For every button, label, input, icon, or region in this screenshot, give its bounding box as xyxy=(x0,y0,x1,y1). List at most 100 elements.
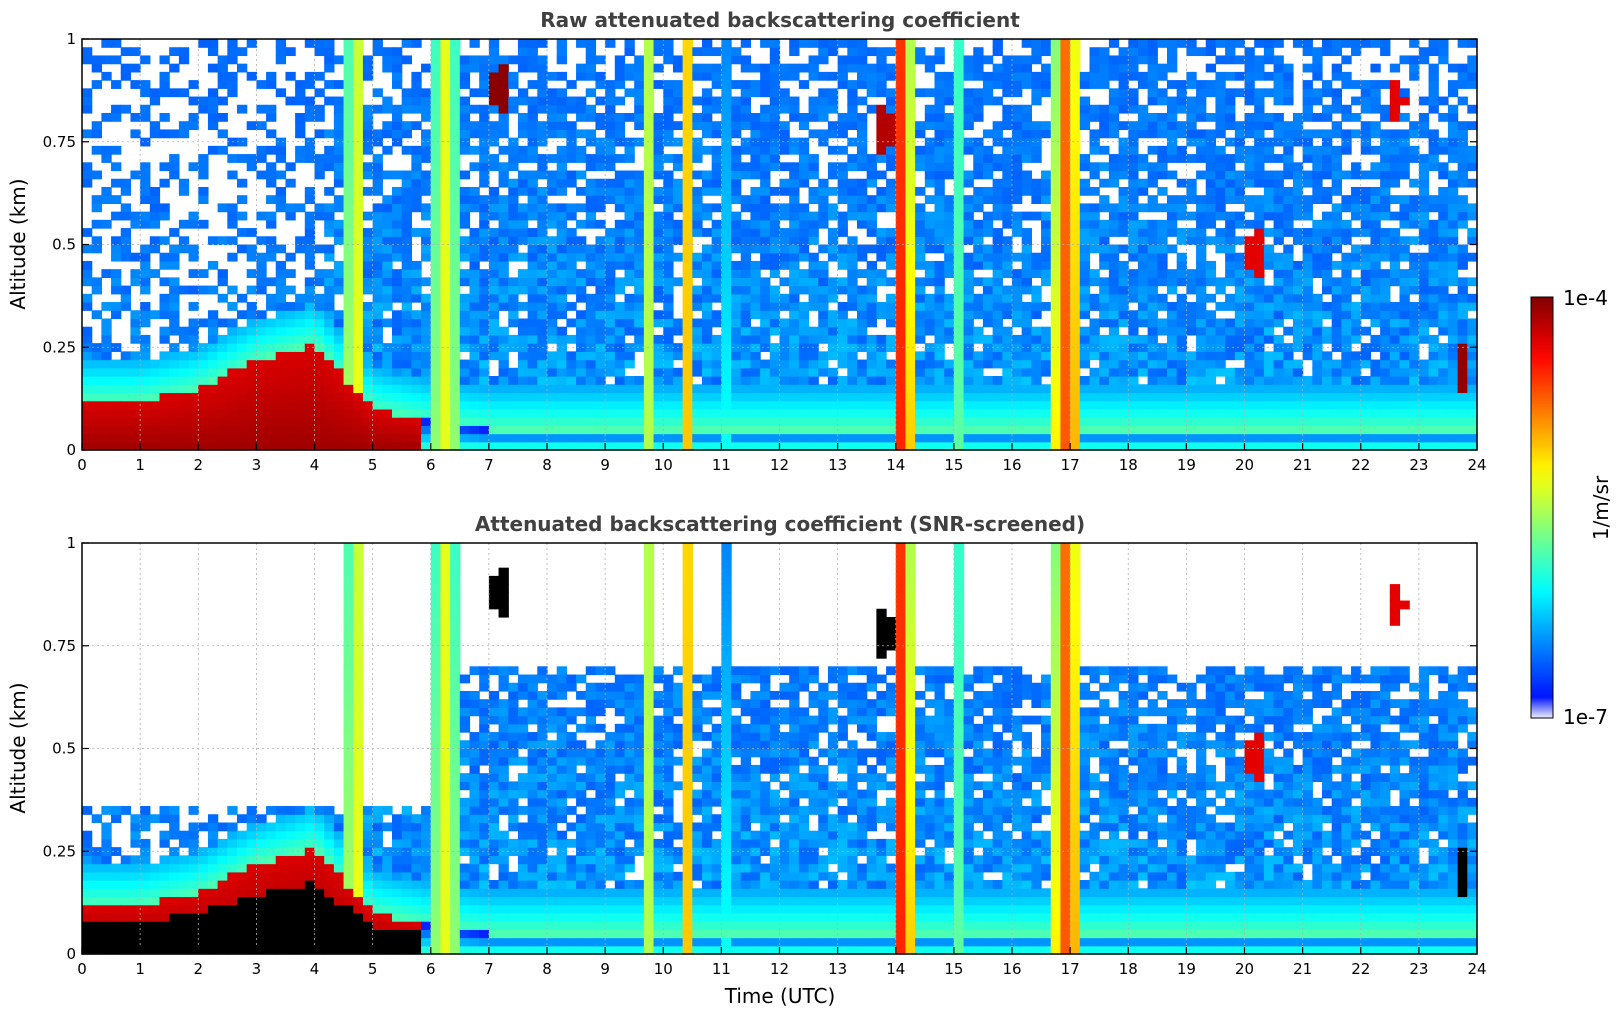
heatmap-cell xyxy=(963,121,974,131)
heatmap-cell xyxy=(256,211,267,221)
heatmap-cell xyxy=(760,244,771,254)
heatmap-cell xyxy=(440,302,451,311)
heatmap-cell xyxy=(973,425,984,435)
heatmap-cell xyxy=(362,236,374,246)
heatmap-cell xyxy=(333,195,345,204)
heatmap-cell xyxy=(1031,269,1042,278)
heatmap-cell xyxy=(1196,145,1207,155)
heatmap-cell xyxy=(847,121,858,131)
heatmap-cell xyxy=(469,260,480,270)
heatmap-cell xyxy=(266,129,277,139)
heatmap-cell xyxy=(1273,252,1284,262)
heatmap-cell xyxy=(1292,302,1304,311)
heatmap-cell xyxy=(207,384,219,394)
heatmap-cell xyxy=(789,47,800,57)
heatmap-cell xyxy=(798,425,810,435)
heatmap-cell xyxy=(275,39,287,48)
heatmap-cell xyxy=(440,55,451,65)
heatmap-cell xyxy=(256,80,267,89)
heatmap-cell xyxy=(818,302,829,311)
heatmap-cell xyxy=(527,154,538,163)
heatmap-cell xyxy=(508,376,519,385)
heatmap-cell xyxy=(82,96,93,106)
heatmap-cell xyxy=(1273,376,1284,385)
heatmap-cell xyxy=(149,433,161,443)
heatmap-cell xyxy=(692,96,703,106)
heatmap-cell xyxy=(953,425,965,435)
heatmap-cell xyxy=(362,145,374,155)
heatmap-cell xyxy=(576,96,587,106)
heatmap-cell xyxy=(1147,88,1158,98)
heatmap-cell xyxy=(198,39,209,48)
heatmap-cell xyxy=(750,359,761,369)
heatmap-cell xyxy=(392,121,403,131)
heatmap-cell xyxy=(837,186,848,196)
heatmap-cell xyxy=(1263,318,1275,328)
heatmap-cell xyxy=(1205,351,1217,361)
heatmap-cell xyxy=(915,145,926,155)
heatmap-cell xyxy=(343,351,354,361)
heatmap-cell xyxy=(527,170,538,180)
heatmap-cell xyxy=(895,203,907,213)
heatmap-cell xyxy=(91,441,102,451)
heatmap-cell xyxy=(469,318,480,328)
heatmap-cell xyxy=(663,244,674,254)
heatmap-cell xyxy=(750,211,761,221)
heatmap-cell xyxy=(798,80,810,89)
heatmap-cell xyxy=(1225,433,1236,443)
heatmap-cell xyxy=(198,384,209,394)
heatmap-cell xyxy=(886,104,897,114)
heatmap-cell xyxy=(82,269,93,278)
heatmap-cell xyxy=(1234,400,1246,410)
heatmap-cell xyxy=(924,178,936,188)
heatmap-cell xyxy=(343,203,354,213)
heatmap-cell xyxy=(169,285,180,295)
heatmap-cell xyxy=(314,71,325,81)
heatmap-cell xyxy=(479,310,490,320)
heatmap-cell xyxy=(227,417,238,426)
heatmap-cell xyxy=(886,400,897,410)
heatmap-cell xyxy=(953,154,965,163)
heatmap-cell xyxy=(392,55,403,65)
heatmap-cell xyxy=(430,302,442,311)
heatmap-cell xyxy=(111,359,122,369)
heatmap-cell xyxy=(740,343,752,352)
heatmap-cell xyxy=(643,302,655,311)
heatmap-cell xyxy=(556,376,567,385)
heatmap-cell xyxy=(634,112,645,122)
heatmap-cell xyxy=(1186,285,1197,295)
heatmap-cell xyxy=(353,408,364,418)
heatmap-cell xyxy=(82,129,93,139)
heatmap-cell xyxy=(547,441,558,451)
heatmap-cell xyxy=(1108,343,1120,352)
heatmap-cell xyxy=(663,88,674,98)
heatmap-cell xyxy=(353,441,364,451)
heatmap-cell xyxy=(1263,170,1275,180)
heatmap-cell xyxy=(837,71,848,81)
heatmap-cell xyxy=(1118,408,1129,418)
heatmap-cell xyxy=(159,351,170,361)
heatmap-cell xyxy=(789,376,800,385)
heatmap-cell xyxy=(188,244,199,254)
heatmap-cell xyxy=(1244,252,1255,262)
heatmap-cell xyxy=(905,326,916,336)
heatmap-cell xyxy=(672,376,684,385)
heatmap-cell xyxy=(827,408,839,418)
heatmap-cell xyxy=(1079,359,1091,369)
heatmap-cell xyxy=(1186,326,1197,336)
heatmap-cell xyxy=(595,178,606,188)
heatmap-cell xyxy=(1292,417,1304,426)
heatmap-cell xyxy=(731,121,742,131)
heatmap-cell xyxy=(585,129,597,139)
heatmap-cell xyxy=(149,425,161,435)
heatmap-cell xyxy=(178,334,190,344)
heatmap-cell xyxy=(711,203,722,213)
heatmap-cell xyxy=(808,63,819,73)
heatmap-cell xyxy=(479,408,490,418)
heatmap-cell xyxy=(818,203,829,213)
heatmap-cell xyxy=(760,195,771,204)
heatmap-cell xyxy=(508,244,519,254)
heatmap-cell xyxy=(643,400,655,410)
heatmap-cell xyxy=(779,277,790,287)
heatmap-cell xyxy=(479,236,490,246)
